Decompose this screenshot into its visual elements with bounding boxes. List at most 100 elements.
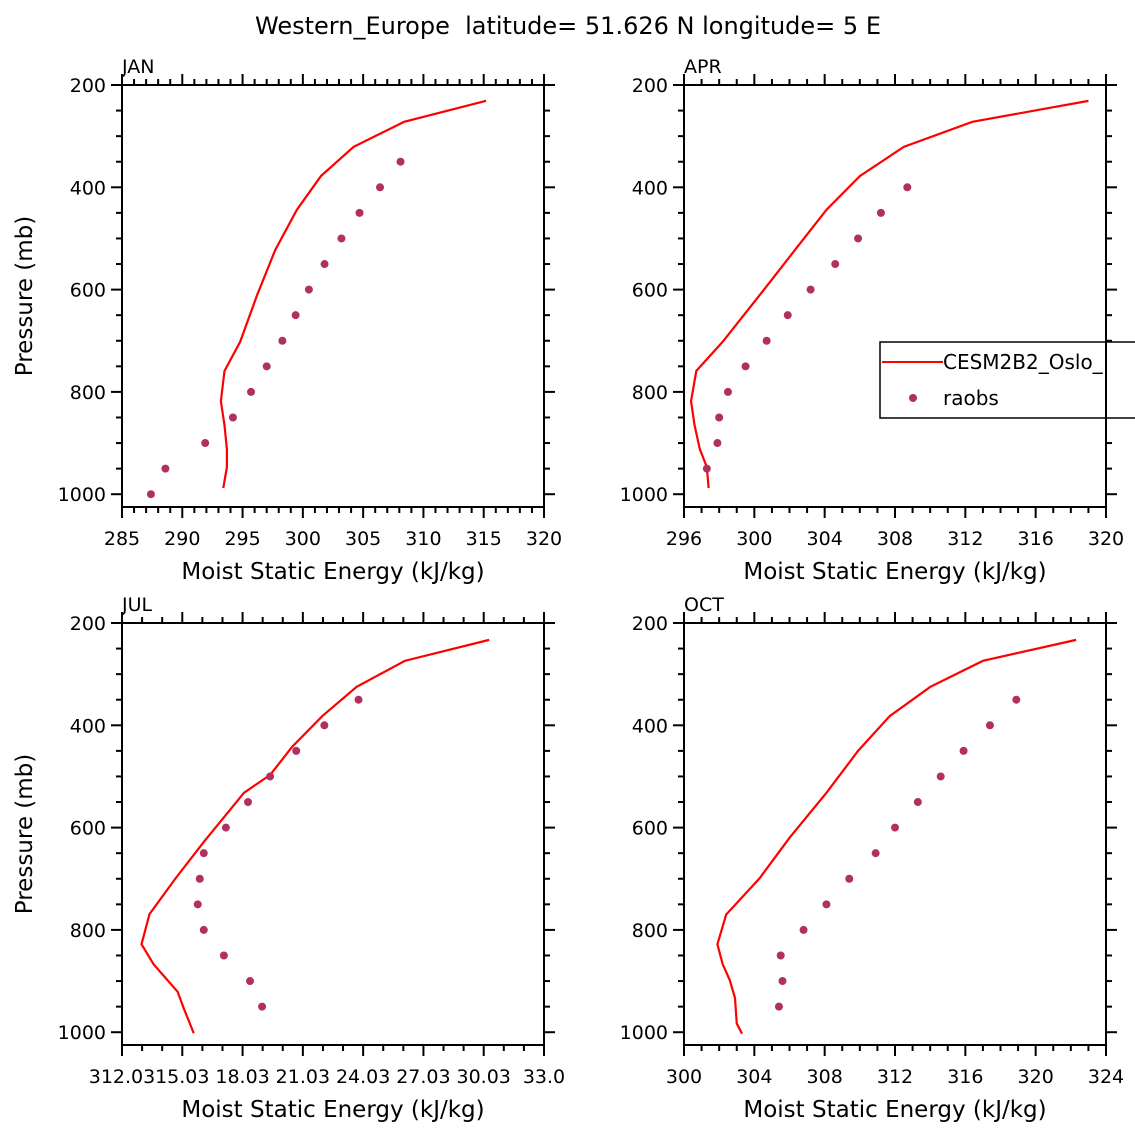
- raobs-point: [201, 439, 210, 448]
- raobs-point: [762, 336, 771, 345]
- raobs-point: [291, 311, 300, 320]
- raobs-point: [799, 925, 808, 934]
- x-axis-label: Moist Static Energy (kJ/kg): [181, 559, 484, 585]
- raobs-point: [776, 951, 785, 960]
- panel-label: JAN: [121, 56, 154, 78]
- x-tick-label: 27.03: [396, 1066, 450, 1088]
- y-tick-label: 200: [70, 613, 106, 635]
- raobs-point: [936, 772, 945, 781]
- raobs-point: [854, 234, 863, 243]
- y-tick-label: 200: [632, 613, 668, 635]
- raobs-point: [304, 285, 313, 294]
- panel-jan: JAN 200 400 600 800 1000 285 290 295 300 305 310 315…: [12, 56, 562, 585]
- legend-box: [879, 341, 1135, 419]
- x-tick-label: 308: [877, 528, 913, 550]
- y-axis-label: Pressure (mb): [12, 754, 38, 914]
- raobs-point: [774, 1002, 783, 1011]
- model-line: [689, 99, 1089, 489]
- raobs-point: [376, 183, 385, 192]
- x-tick-label: 300: [736, 528, 772, 550]
- raobs-point: [258, 1002, 267, 1011]
- plot-frame: [121, 622, 545, 1046]
- raobs-point: [715, 413, 724, 422]
- x-tick-label: 300: [285, 528, 321, 550]
- x-tick-label: 320: [526, 528, 562, 550]
- raobs-point: [985, 721, 994, 730]
- legend: CESM2B2_Oslo_raobs: [879, 341, 1135, 419]
- raobs-point: [831, 260, 840, 269]
- raobs-point: [876, 208, 885, 217]
- y-tick-label: 800: [632, 920, 668, 942]
- raobs-point: [320, 721, 329, 730]
- raobs-point: [337, 234, 346, 243]
- x-tick-label: 24.03: [336, 1066, 390, 1088]
- raobs-point: [146, 490, 155, 499]
- plot-frame: [683, 84, 1107, 508]
- y-tick-label: 600: [632, 818, 668, 840]
- x-tick-label: 30.03: [457, 1066, 511, 1088]
- panel-apr: APR 200 400 600 800 1000 296 300 304 308 312 316 320…: [620, 56, 1124, 585]
- legend-label-raobs: raobs: [943, 386, 999, 410]
- model-line: [716, 638, 1077, 1035]
- y-axis-label: Pressure (mb): [12, 216, 38, 376]
- y-tick-label: 800: [70, 382, 106, 404]
- x-tick-label: 305: [345, 528, 381, 550]
- x-axis-label: Moist Static Energy (kJ/kg): [181, 1097, 484, 1123]
- y-tick-label: 200: [632, 75, 668, 97]
- x-tick-label: 304: [807, 528, 843, 550]
- raobs-point: [292, 746, 301, 755]
- x-tick-label: 310: [405, 528, 441, 550]
- y-tick-label: 600: [70, 280, 106, 302]
- raobs-point: [161, 464, 170, 473]
- x-tick-label: 320: [1018, 1066, 1054, 1088]
- y-tick-label: 400: [70, 177, 106, 199]
- x-axis-label: Moist Static Energy (kJ/kg): [743, 559, 1046, 585]
- model-line: [219, 99, 487, 489]
- raobs-point: [713, 439, 722, 448]
- y-tick-label: 400: [632, 177, 668, 199]
- y-tick-label: 1000: [620, 484, 668, 506]
- x-tick-label: 312.03: [89, 1066, 155, 1088]
- raobs-point: [247, 387, 256, 396]
- raobs-point: [228, 413, 237, 422]
- x-tick-label: 21.03: [276, 1066, 330, 1088]
- raobs-point: [219, 951, 228, 960]
- raobs-point: [221, 823, 230, 832]
- raobs-point: [845, 874, 854, 883]
- raobs-point: [806, 285, 815, 294]
- plot-frame: [121, 84, 545, 508]
- raobs-point: [354, 695, 363, 704]
- raobs-point: [822, 900, 831, 909]
- model-line: [140, 638, 490, 1034]
- legend-label-model: CESM2B2_Oslo_: [943, 350, 1104, 374]
- raobs-point: [199, 925, 208, 934]
- x-tick-label: 290: [164, 528, 200, 550]
- x-tick-label: 320: [1088, 528, 1124, 550]
- raobs-point: [723, 387, 732, 396]
- y-tick-label: 800: [70, 920, 106, 942]
- raobs-point: [778, 977, 787, 986]
- y-tick-label: 600: [632, 280, 668, 302]
- x-tick-label: 33.0: [523, 1066, 565, 1088]
- y-tick-label: 1000: [58, 1022, 106, 1044]
- x-tick-label: 295: [224, 528, 260, 550]
- x-tick-label: 304: [736, 1066, 772, 1088]
- figure-title: Western_Europe latitude= 51.626 N longit…: [255, 12, 881, 40]
- panel-label: JUL: [121, 594, 153, 616]
- plot-frame: [683, 622, 1107, 1046]
- x-tick-label: 15.03: [155, 1066, 209, 1088]
- x-tick-label: 315: [466, 528, 502, 550]
- raobs-point: [891, 823, 899, 832]
- raobs-point: [355, 208, 364, 217]
- x-tick-label: 316: [1018, 528, 1054, 550]
- legend-marker-swatch: [909, 394, 917, 402]
- x-tick-label: 316: [947, 1066, 983, 1088]
- raobs-point: [262, 362, 271, 371]
- raobs-point: [396, 157, 405, 166]
- raobs-point: [266, 772, 275, 781]
- raobs-point: [913, 798, 922, 807]
- x-tick-label: 312: [947, 528, 983, 550]
- raobs-point: [278, 336, 287, 345]
- x-tick-label: 324: [1088, 1066, 1124, 1088]
